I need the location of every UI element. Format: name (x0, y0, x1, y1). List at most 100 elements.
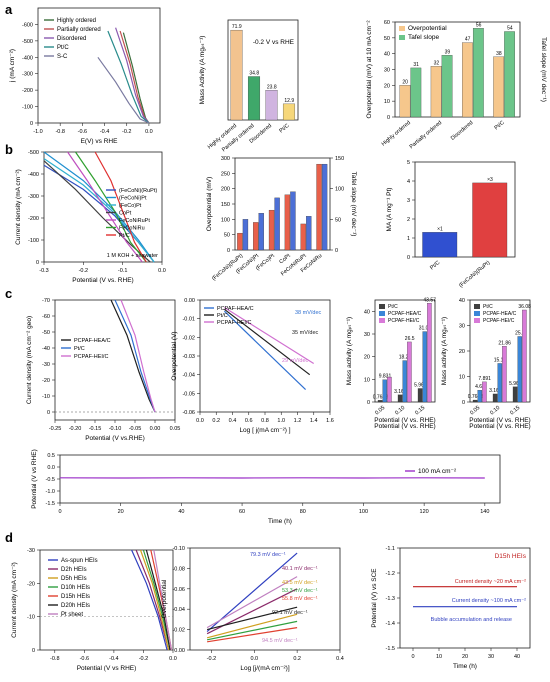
y-axis-label: Overpotential (mV) (206, 177, 213, 232)
plot-frame (234, 157, 331, 251)
bar-value-label: 5.962 (509, 381, 522, 387)
x-tick-label: 10 (436, 654, 442, 660)
bar (290, 191, 296, 251)
y-tick-label: 150 (221, 202, 230, 208)
bar-value-label: 38 (496, 51, 502, 57)
chart-c5: 0 20 40 60 80 100 120 140 0.5 0.0 -0.5 -1.0 -1.5 Time… (31, 449, 501, 525)
bar-value-label: 39 (445, 49, 451, 55)
bar-value-label: 15.12 (494, 357, 507, 363)
bar-value-label: 31.08 (419, 326, 432, 332)
bar (502, 346, 507, 403)
x-axis-label: Time (h) (268, 518, 292, 525)
legend-entry: PCPAF-HEA/C (217, 306, 254, 312)
chart-annotation: 1 M KOH + seawater (107, 253, 158, 259)
y-tick-label: -300 (22, 72, 33, 78)
bar-value-label: ×1 (437, 226, 443, 232)
y-axis-label: Overpotential (161, 579, 168, 618)
legend-entry: Pt/C (388, 304, 398, 310)
chart-b3: 0 1 2 3 4 5 MA (A mg⁻¹ Pt) ×1 ×3 Pt/C (FeCoNi)(RuP… (386, 160, 516, 289)
bar-value-label: 0.7648 (373, 394, 389, 400)
bar-value-label: ×3 (487, 177, 493, 183)
x-axis-label-bottom: Potential (V vs. RHE) (374, 423, 435, 430)
x-tick-label: 0.0 (158, 268, 166, 274)
bar (417, 388, 423, 403)
category-label: 0.05 (374, 405, 386, 416)
legend-entry: D20h HEIs (61, 603, 90, 609)
bar (306, 216, 312, 251)
y-tick-label: 3 (407, 198, 410, 204)
legend-entry: Tafel slope (408, 34, 439, 41)
bar (422, 331, 427, 403)
y-tick-label: -1.3 (386, 596, 395, 602)
category-label: Disordered (450, 120, 474, 142)
series-line (120, 299, 156, 413)
bar (397, 394, 403, 403)
x-tick-label: 20 (462, 654, 468, 660)
category-label: Pt/C (429, 260, 441, 271)
y-tick-label: 0 (47, 410, 50, 416)
panel-label-a: a (5, 2, 13, 17)
chart-d2: -0.2 0.0 0.2 0.4 0.00 -0.02 -0.04 -0.06 -0.08 -0.… (161, 546, 344, 672)
y-tick-label: 200 (221, 187, 230, 193)
series-line (135, 549, 170, 651)
y-tick-label: 40 (384, 52, 390, 58)
y-tick-label: -0.04 (172, 607, 185, 613)
series-line (206, 606, 298, 631)
x-tick-label: 0.0 (250, 656, 258, 662)
panel-label-b: b (5, 142, 13, 157)
legend-entry: D2h HEIs (61, 567, 87, 573)
y-axis-label: Overpotential (V) (171, 331, 178, 380)
x-tick-label: 40 (514, 654, 520, 660)
x-tick-label: -0.1 (118, 268, 127, 274)
x-tick-label: 100 (359, 509, 368, 515)
legend-entry: PCPAF-HEA/C (74, 338, 111, 344)
y-tick-label: -0.02 (182, 335, 195, 341)
panel-label-c: c (5, 286, 12, 301)
bar (472, 182, 508, 258)
x-tick-label: 0 (58, 509, 61, 515)
y-tick-label: -0.02 (172, 628, 185, 634)
slope-annotation: 40.1 mV dec⁻¹ (282, 566, 318, 572)
x-tick-label: 1.6 (326, 418, 334, 424)
x-axis-label: Time (h) (453, 663, 477, 670)
x-tick-label: -0.4 (100, 129, 109, 135)
bar-value-label: 9.831 (379, 374, 392, 380)
y-tick-label: 0.00 (184, 298, 195, 304)
y-axis-label: MA (A mg⁻¹ Pt) (386, 188, 393, 232)
bar (430, 66, 442, 118)
x-axis-label-bottom: Potential (V vs. RHE) (469, 423, 530, 430)
y-tick-label: -60 (42, 314, 50, 320)
y-tick-label: 40 (364, 309, 370, 315)
x-tick-label: -0.15 (89, 426, 102, 432)
x-tick-label: 0.00 (150, 426, 161, 432)
series-line (145, 549, 171, 651)
chart-c1: -0.25 -0.20 -0.15 -0.10 -0.05 0.00 0.05 0 -10 -20… (26, 298, 180, 442)
x-tick-label: 0.0 (169, 656, 177, 662)
bar (237, 232, 243, 251)
category-label: 0.15 (414, 405, 426, 416)
bar (242, 219, 249, 251)
bar-value-label: 31 (413, 62, 419, 68)
y-tick-label: -0.04 (182, 373, 195, 379)
y-tick-label: 30 (364, 332, 370, 338)
y-tick-label: -50 (42, 330, 50, 336)
bar-value-label: 56 (476, 22, 482, 28)
bar (422, 232, 458, 258)
y-tick-label: 60 (384, 20, 390, 26)
x-tick-label: 1.4 (310, 418, 318, 424)
bar (316, 163, 322, 251)
chart-b1: -0.3 -0.2 -0.1 0.0 0 -100 -200 -300 -400 -500 Pote… (15, 150, 166, 284)
category-label: Pt/C (278, 123, 290, 134)
chart-a2: Mass Activity (A mgₚₜ⁻¹) 71.9 34.8 23.8 12.9… (199, 19, 299, 153)
bar-value-label: 12.9 (284, 98, 294, 104)
bar (399, 85, 411, 118)
chart-a3: 0 10 20 30 40 50 60 Overpotential (mV) at 10 mA… (366, 20, 547, 151)
x-tick-label: -0.2 (79, 268, 88, 274)
x-tick-label: -0.8 (50, 656, 59, 662)
bar (253, 222, 259, 251)
chart-annotation: Current density ~100 mA cm⁻² (452, 598, 526, 604)
legend-swatch (379, 318, 385, 323)
x-tick-label: 0.2 (212, 418, 220, 424)
y-tick-label: -100 (22, 105, 33, 111)
bar-value-label: 3.162 (489, 388, 502, 394)
